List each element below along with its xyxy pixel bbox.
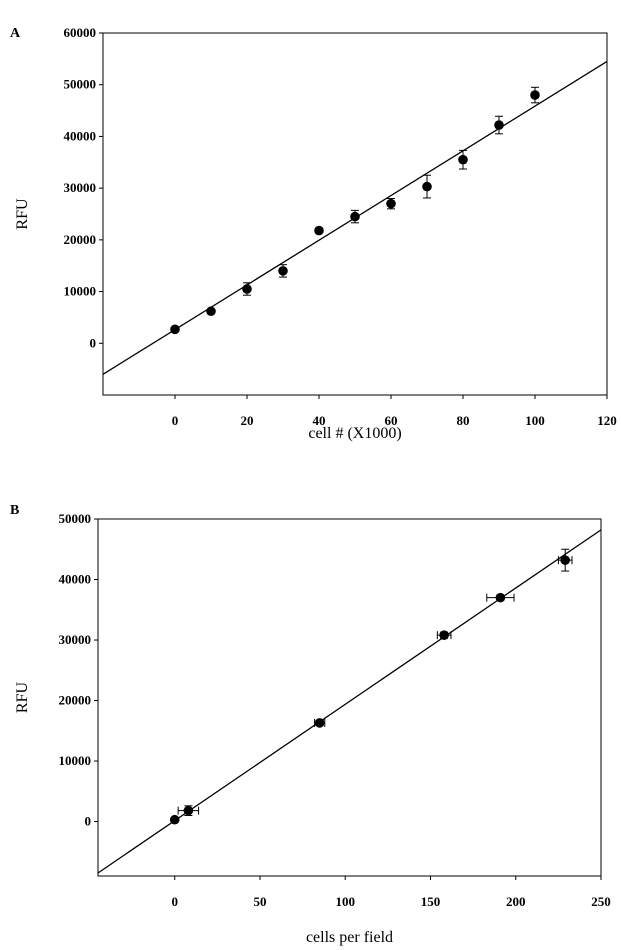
data-point: [350, 212, 360, 222]
data-point: [315, 718, 325, 728]
x-axis-a: 0 20 40 60 80 100 120: [172, 395, 617, 428]
x-tick-label: 0: [172, 413, 179, 428]
y-tick-label: 0: [85, 814, 92, 829]
data-point: [530, 90, 540, 100]
y-tick-label: 30000: [64, 180, 97, 195]
y-axis-b: 0 10000 20000 30000 40000 50000: [59, 511, 99, 829]
data-point: [184, 806, 194, 816]
x-tick-label: 80: [457, 413, 470, 428]
x-axis-b: 0 50 100 150 200 250: [171, 876, 610, 909]
y-tick-label: 50000: [64, 77, 97, 92]
y-tick-label: 0: [90, 335, 97, 350]
x-tick-label: 50: [253, 894, 266, 909]
data-point: [170, 815, 180, 825]
y-axis-a: 0 10000 20000 30000 40000 50000 60000: [64, 25, 104, 350]
y-tick-label: 40000: [64, 128, 97, 143]
x-tick-label: 150: [421, 894, 441, 909]
y-axis-title-b: RFU: [14, 681, 31, 713]
y-axis-title-a: RFU: [14, 198, 31, 230]
x-axis-title-a: cell # (X1000): [308, 425, 401, 442]
y-tick-label: 10000: [64, 284, 97, 299]
x-tick-label: 120: [597, 413, 617, 428]
y-tick-label: 60000: [64, 25, 97, 40]
y-tick-label: 30000: [59, 632, 92, 647]
data-point: [170, 325, 180, 335]
x-axis-title-b: cells per field: [306, 929, 393, 946]
data-point: [560, 555, 570, 565]
y-tick-label: 40000: [59, 572, 92, 587]
x-tick-label: 100: [525, 413, 545, 428]
data-point: [458, 155, 468, 165]
data-point: [386, 199, 396, 209]
data-point: [439, 630, 449, 640]
y-tick-label: 50000: [59, 511, 92, 526]
panel-b-label: B: [10, 503, 19, 518]
x-tick-label: 0: [171, 894, 178, 909]
x-tick-label: 20: [241, 413, 254, 428]
x-tick-label: 250: [591, 894, 611, 909]
x-tick-label: 100: [335, 894, 355, 909]
data-point: [278, 266, 288, 276]
x-tick-label: 200: [506, 894, 526, 909]
data-point: [494, 120, 504, 130]
data-point: [206, 306, 216, 316]
data-point: [496, 593, 506, 603]
y-tick-label: 10000: [59, 753, 92, 768]
chart-panel-b: B 0 10000 20000 30000 40000 50000 0 50 100 150 20…: [10, 503, 611, 946]
y-tick-label: 20000: [64, 232, 97, 247]
y-tick-label: 20000: [59, 693, 92, 708]
data-point: [422, 182, 432, 192]
panel-a-label: A: [10, 26, 21, 41]
data-point: [314, 226, 324, 236]
data-point: [242, 284, 252, 294]
